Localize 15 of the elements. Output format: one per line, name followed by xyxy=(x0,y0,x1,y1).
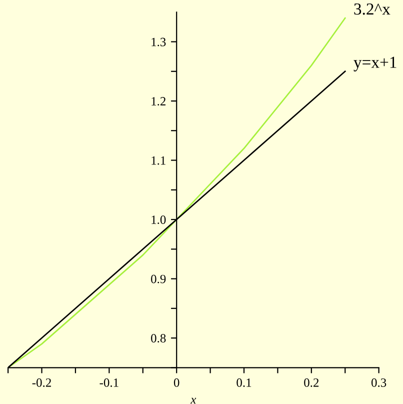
x-tick-label: 0.2 xyxy=(304,378,319,387)
series-label: 3.2^x xyxy=(354,3,390,15)
series-label: y=x+1 xyxy=(354,56,396,72)
x-tick-label: -0.1 xyxy=(100,378,118,387)
y-tick-label: 1.0 xyxy=(152,216,166,224)
x-tick-label: 0 xyxy=(174,378,180,387)
y-tick-label: 1.2 xyxy=(152,97,166,106)
y-tick-label: 0.8 xyxy=(151,334,166,343)
y-tick-label: 1.3 xyxy=(152,38,166,46)
x-tick-label: 0.1 xyxy=(236,378,252,387)
x-tick-label: 0.3 xyxy=(371,378,386,387)
y-tick-label: 0.9 xyxy=(151,274,166,284)
y-tick-label: 1.1 xyxy=(152,156,166,165)
x-axis-title: x xyxy=(190,398,196,404)
x-tick-label: -0.2 xyxy=(32,378,51,387)
